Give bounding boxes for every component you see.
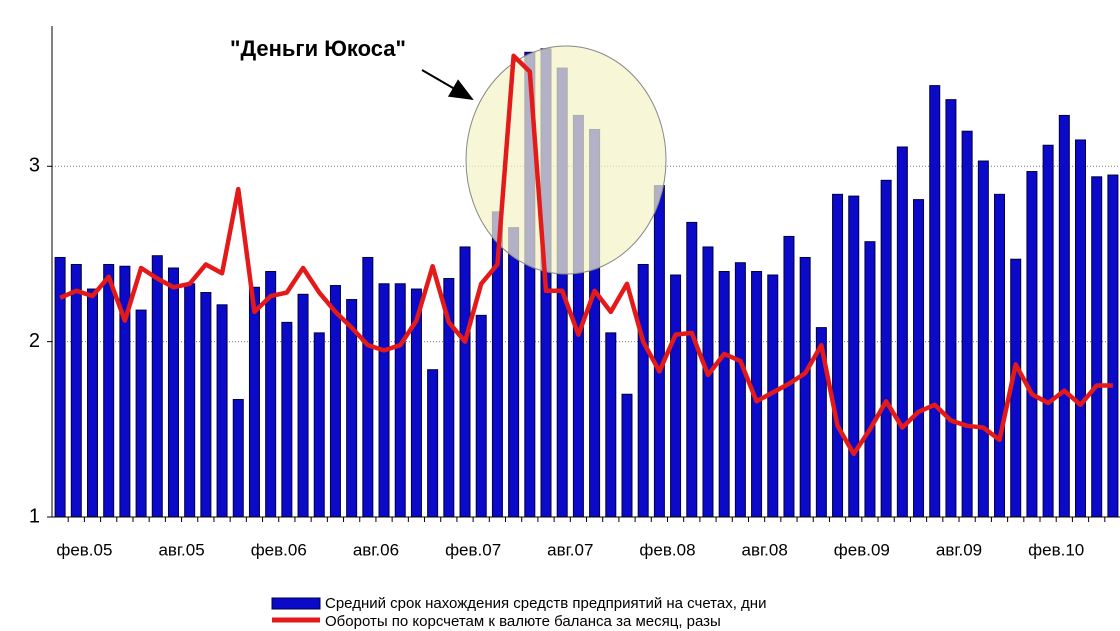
line-series — [59, 53, 1113, 457]
bar — [427, 369, 439, 518]
bar — [896, 146, 908, 518]
legend-swatch — [271, 597, 321, 610]
x-tick-label: фев.07 — [445, 540, 501, 559]
bar — [1107, 174, 1119, 518]
bar — [686, 221, 698, 518]
x-tick-label: авг.07 — [547, 540, 593, 559]
bar — [929, 85, 941, 518]
bar — [508, 227, 520, 518]
bar — [945, 99, 957, 518]
y-tick-label: 3 — [29, 155, 40, 177]
bar — [248, 286, 260, 518]
bar — [734, 262, 746, 518]
bar — [832, 193, 844, 518]
bar — [184, 283, 196, 518]
bar — [1075, 139, 1087, 518]
bar — [70, 263, 82, 518]
bar — [232, 399, 244, 518]
x-tick-label: авг.09 — [936, 540, 982, 559]
bar — [621, 393, 633, 518]
bar — [1058, 114, 1070, 518]
bar — [216, 304, 228, 518]
bar — [799, 256, 811, 518]
bar — [362, 256, 374, 518]
bar — [637, 263, 649, 518]
bar — [394, 283, 406, 518]
bar — [961, 130, 973, 518]
bar — [459, 246, 471, 518]
x-tick-label: фев.09 — [834, 540, 890, 559]
x-tick-label: фев.10 — [1028, 540, 1084, 559]
bar — [864, 241, 876, 518]
bar — [86, 288, 98, 518]
bar — [200, 292, 212, 518]
bar — [265, 271, 277, 518]
legend-label: Средний срок нахождения средств предприя… — [325, 595, 766, 612]
y-tick-label: 1 — [29, 505, 40, 527]
bar — [702, 246, 714, 518]
bar — [281, 321, 293, 518]
bar — [848, 195, 860, 518]
x-tick-label: фев.06 — [251, 540, 307, 559]
bar — [103, 263, 115, 518]
bar — [297, 293, 309, 518]
bar — [1026, 171, 1038, 518]
x-tick-label: авг.06 — [353, 540, 399, 559]
x-tick-label: авг.05 — [158, 540, 204, 559]
bar — [313, 332, 325, 518]
overlay: фев.05 авг.05 фев.06 авг.06 фев.07 авг.07 фев.… — [52, 53, 1120, 630]
highlight-ellipse — [465, 45, 667, 275]
bar — [329, 285, 341, 518]
plot-area: 1 2 3 — [29, 26, 1120, 527]
bar — [977, 160, 989, 518]
x-tick-label: фев.08 — [639, 540, 695, 559]
bar — [1091, 176, 1103, 518]
y-tick-label: 2 — [29, 330, 40, 352]
annotation: "Деньги Юкоса" — [230, 36, 406, 61]
bar — [135, 309, 147, 518]
x-tick-label: авг.08 — [742, 540, 788, 559]
bar — [670, 274, 682, 518]
bar — [913, 199, 925, 518]
bar — [1042, 144, 1054, 518]
x-tick-label: фев.05 — [56, 540, 112, 559]
bar — [151, 255, 163, 518]
bar — [605, 332, 617, 518]
bar — [167, 267, 179, 518]
bar — [718, 271, 730, 518]
annotation-arrow — [421, 69, 474, 101]
legend-label: Обороты по корсчетам к валюте баланса за… — [325, 613, 721, 630]
bar — [378, 283, 390, 518]
bar — [653, 185, 665, 518]
bar — [994, 193, 1006, 518]
bar — [475, 314, 487, 518]
bar — [783, 235, 795, 518]
bar — [880, 179, 892, 518]
